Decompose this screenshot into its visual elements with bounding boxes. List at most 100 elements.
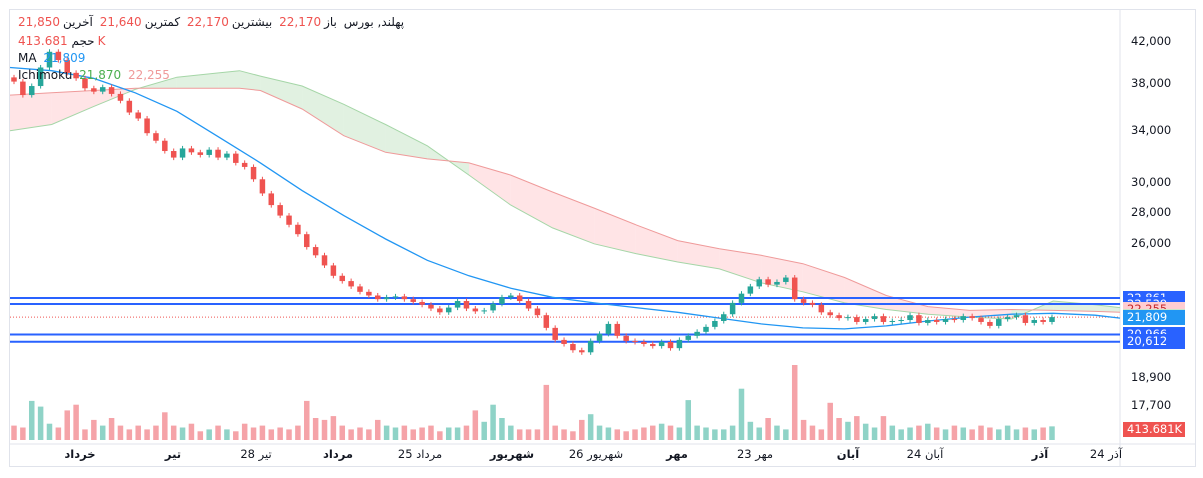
candle-body	[729, 302, 736, 315]
volume-bar	[144, 429, 150, 440]
volume-bar	[658, 423, 665, 440]
candle-body	[827, 312, 833, 316]
volume-bar	[312, 418, 319, 440]
ichimoku-cloud-segment	[343, 104, 386, 153]
volume-bar	[880, 416, 887, 440]
legend-volume-value: 413.681K	[18, 34, 106, 48]
volume-bar	[162, 412, 168, 440]
candle-body	[357, 286, 363, 292]
x-tick-label: خرداد	[64, 447, 96, 461]
candle-body	[605, 323, 612, 334]
candle-body	[224, 153, 230, 158]
candle-body	[481, 310, 487, 312]
volume-bar	[969, 429, 975, 440]
candle-body	[82, 78, 88, 89]
volume-bar	[179, 427, 186, 440]
volume-bar	[383, 425, 390, 440]
volume-bar	[978, 425, 984, 440]
volume-bar	[250, 427, 257, 440]
volume-bar	[295, 425, 301, 440]
candle-body	[144, 118, 150, 134]
candle-body	[783, 277, 789, 282]
volume-bar	[206, 429, 212, 440]
candle-body	[800, 299, 807, 303]
volume-bar	[552, 425, 558, 440]
volume-bar	[720, 429, 727, 440]
volume-bar	[703, 427, 709, 440]
candle-body	[978, 318, 984, 322]
legend-high-label: بیشترین	[231, 15, 273, 29]
legend-ma-label: MA	[18, 51, 37, 65]
candle-body	[419, 301, 425, 305]
volume-bar	[561, 429, 567, 440]
candle-body	[561, 339, 567, 345]
volume-bar	[1031, 429, 1038, 440]
volume-bar	[215, 425, 221, 440]
volume-bar	[188, 423, 195, 440]
x-tick-label: 28 تیر	[240, 447, 272, 461]
candle-body	[720, 314, 727, 321]
volume-bar	[871, 427, 878, 440]
candle-body	[596, 333, 603, 341]
candle-body	[445, 307, 452, 313]
candle-body	[55, 51, 62, 61]
volume-bar	[756, 427, 762, 440]
candle-body	[241, 162, 248, 167]
volume-bar	[445, 427, 452, 440]
candle-body	[579, 350, 585, 353]
price-tag: 413.681K	[1123, 422, 1185, 437]
legend-close-label: آخرین	[63, 15, 93, 29]
candle-body	[268, 193, 275, 206]
candle-body	[170, 151, 177, 158]
legend-symbol: پهلند, بورس	[343, 15, 405, 29]
x-tick-label: تیر	[164, 447, 182, 461]
volume-bar	[623, 431, 629, 440]
candle-body	[304, 234, 310, 248]
candle-body	[1004, 317, 1011, 320]
volume-bar	[224, 429, 230, 440]
volume-bar	[925, 423, 931, 440]
candle-body	[348, 281, 354, 287]
candle-body	[99, 87, 106, 92]
volume-bar	[321, 419, 328, 440]
candle-body	[791, 277, 798, 300]
volume-bar	[241, 423, 248, 440]
candle-body	[587, 340, 594, 353]
candle-body	[28, 86, 35, 96]
candle-body	[516, 295, 523, 302]
candle-body	[552, 327, 558, 340]
volume-bar	[942, 429, 949, 440]
volume-bar	[233, 431, 239, 440]
legend-open-value: 22,170	[279, 15, 322, 29]
ichimoku-cloud-segment	[677, 240, 720, 269]
volume-bar	[392, 427, 399, 440]
volume-bar	[632, 429, 638, 440]
price-tag: 21,809	[1123, 310, 1185, 326]
candle-body	[641, 341, 647, 345]
ichimoku-cloud-segment	[719, 248, 762, 283]
volume-bar	[153, 425, 159, 440]
candle-body	[854, 317, 860, 322]
x-tick-label: آبان	[836, 447, 860, 461]
ichimoku-cloud-segment	[385, 124, 428, 159]
volume-bar	[951, 425, 958, 440]
volume-bar	[91, 419, 97, 440]
volume-bar	[419, 427, 425, 440]
candle-body	[250, 166, 257, 180]
volume-bar	[1004, 425, 1011, 440]
candle-body	[809, 302, 816, 305]
volume-bar	[463, 425, 470, 440]
legend-high-value: 22,170	[186, 15, 229, 29]
volume-bar	[472, 410, 479, 440]
ichimoku-cloud-segment	[552, 192, 595, 244]
candle-body	[117, 93, 124, 101]
volume-bar	[987, 427, 993, 440]
candle-body	[46, 51, 53, 68]
candle-body	[401, 296, 408, 300]
candle-body	[339, 275, 346, 282]
x-tick-label: 25 مرداد	[397, 447, 443, 461]
volume-bar	[534, 429, 541, 440]
volume-bar	[570, 431, 576, 440]
legend-close-value: 21,850	[18, 15, 60, 29]
